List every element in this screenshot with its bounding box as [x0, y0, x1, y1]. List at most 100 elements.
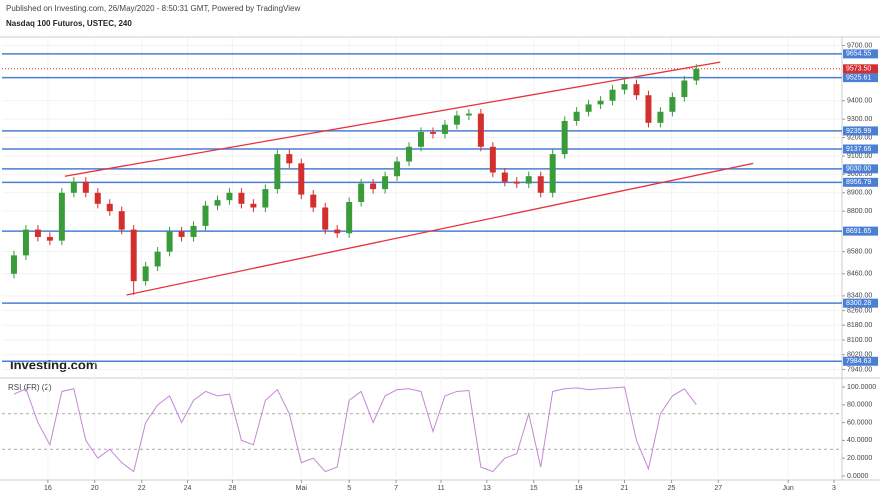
candle-body	[310, 194, 317, 208]
candle-body	[609, 89, 616, 101]
candle-body	[70, 181, 77, 193]
candle-body	[46, 236, 53, 241]
candle-body	[358, 183, 365, 202]
y-tick-label: 9300.00	[847, 116, 872, 123]
candle-body	[250, 203, 257, 208]
level-label-box	[843, 144, 878, 154]
candle-body	[298, 163, 305, 195]
candle-body	[334, 229, 341, 234]
candle-body	[561, 120, 568, 155]
candle-body	[669, 97, 676, 112]
last-price-box	[843, 64, 878, 74]
candle-body	[477, 113, 484, 147]
x-tick-label: 21	[621, 485, 629, 492]
y-tick-label: 7940.00	[847, 366, 872, 373]
candle-body	[453, 115, 460, 125]
candle-body	[501, 172, 508, 182]
candle-body	[525, 176, 532, 184]
candle-body	[573, 111, 580, 121]
level-label-box	[843, 49, 878, 59]
candle-body	[429, 132, 436, 134]
y-tick-label: 9200.00	[847, 134, 872, 141]
candle-body	[382, 176, 389, 190]
x-tick-label: 19	[575, 485, 583, 492]
y-tick-label: 8460.00	[847, 271, 872, 278]
x-tick-label: Jun	[783, 485, 794, 492]
candle-body	[190, 225, 197, 237]
level-label-box	[843, 73, 878, 83]
candle-body	[597, 100, 604, 105]
level-label: 9137.66	[846, 146, 871, 153]
level-label: 7984.63	[846, 358, 871, 365]
y-tick-label: 9000.00	[847, 171, 872, 178]
candle-body	[58, 192, 65, 241]
candle-body	[537, 176, 544, 193]
x-tick-label: 15	[530, 485, 538, 492]
x-tick-label: 3	[832, 485, 836, 492]
candle-body	[238, 192, 245, 204]
candle-body	[286, 154, 293, 164]
candle-body	[166, 231, 173, 252]
candle-body	[322, 207, 329, 230]
y-tick-label: 9100.00	[847, 153, 872, 160]
candle-body	[657, 111, 664, 123]
y-tick-label: 60.0000	[847, 419, 872, 426]
candle-body	[645, 95, 652, 123]
candle-body	[178, 231, 185, 237]
level-label-box	[843, 126, 878, 136]
candle-body	[118, 211, 125, 230]
candle-body	[549, 154, 556, 193]
trend-line	[126, 162, 754, 296]
candle-body	[22, 229, 29, 256]
level-label: 8691.65	[846, 228, 871, 235]
level-label: 9525.61	[846, 74, 871, 81]
level-label: 8300.28	[846, 300, 871, 307]
x-tick-label: Mai	[296, 485, 308, 492]
y-tick-label: 40.0000	[847, 437, 872, 444]
candle-body	[226, 192, 233, 201]
candle-body	[394, 161, 401, 177]
x-tick-label: 11	[437, 485, 444, 492]
candle-body	[274, 154, 281, 190]
symbol-title: Nasdaq 100 Futuros, USTEC, 240	[6, 19, 132, 28]
candle-body	[585, 104, 592, 112]
x-tick-label: 27	[714, 485, 722, 492]
logo: Investing.com	[10, 357, 97, 372]
level-label-box	[843, 226, 878, 236]
level-label-box	[843, 164, 878, 174]
x-tick-label: 13	[483, 485, 491, 492]
x-tick-label: 28	[229, 485, 237, 492]
candle-body	[130, 229, 137, 282]
candle-body	[346, 201, 353, 234]
level-label: 9030.00	[846, 166, 871, 173]
candle-body	[621, 84, 628, 90]
candle-body	[262, 189, 269, 208]
candle-body	[34, 229, 41, 237]
level-label: 9235.99	[846, 128, 871, 135]
candle-body	[82, 181, 89, 193]
candle-body	[693, 68, 700, 81]
candle-body	[10, 255, 17, 274]
x-tick-label: 24	[184, 485, 192, 492]
published-note: Published on Investing.com, 26/May/2020 …	[6, 4, 300, 13]
candle-body	[489, 146, 496, 173]
level-label: 8956.79	[846, 179, 871, 186]
candle-body	[154, 251, 161, 267]
candle-body	[202, 205, 209, 226]
rsi-title: RSI (FR) (2)	[8, 383, 52, 392]
rsi-line	[13, 386, 697, 473]
candle-body	[94, 192, 101, 204]
trend-line	[64, 61, 721, 177]
y-tick-label: 9400.00	[847, 98, 872, 105]
x-tick-label: 25	[668, 485, 676, 492]
y-tick-label: 8180.00	[847, 322, 872, 329]
y-tick-label: 8100.00	[847, 337, 872, 344]
candle-body	[406, 146, 413, 162]
candle-body	[214, 200, 221, 206]
level-label-box	[843, 356, 878, 366]
x-tick-label: 16	[44, 485, 52, 492]
candle-body	[633, 84, 640, 96]
x-tick-label: 5	[347, 485, 351, 492]
